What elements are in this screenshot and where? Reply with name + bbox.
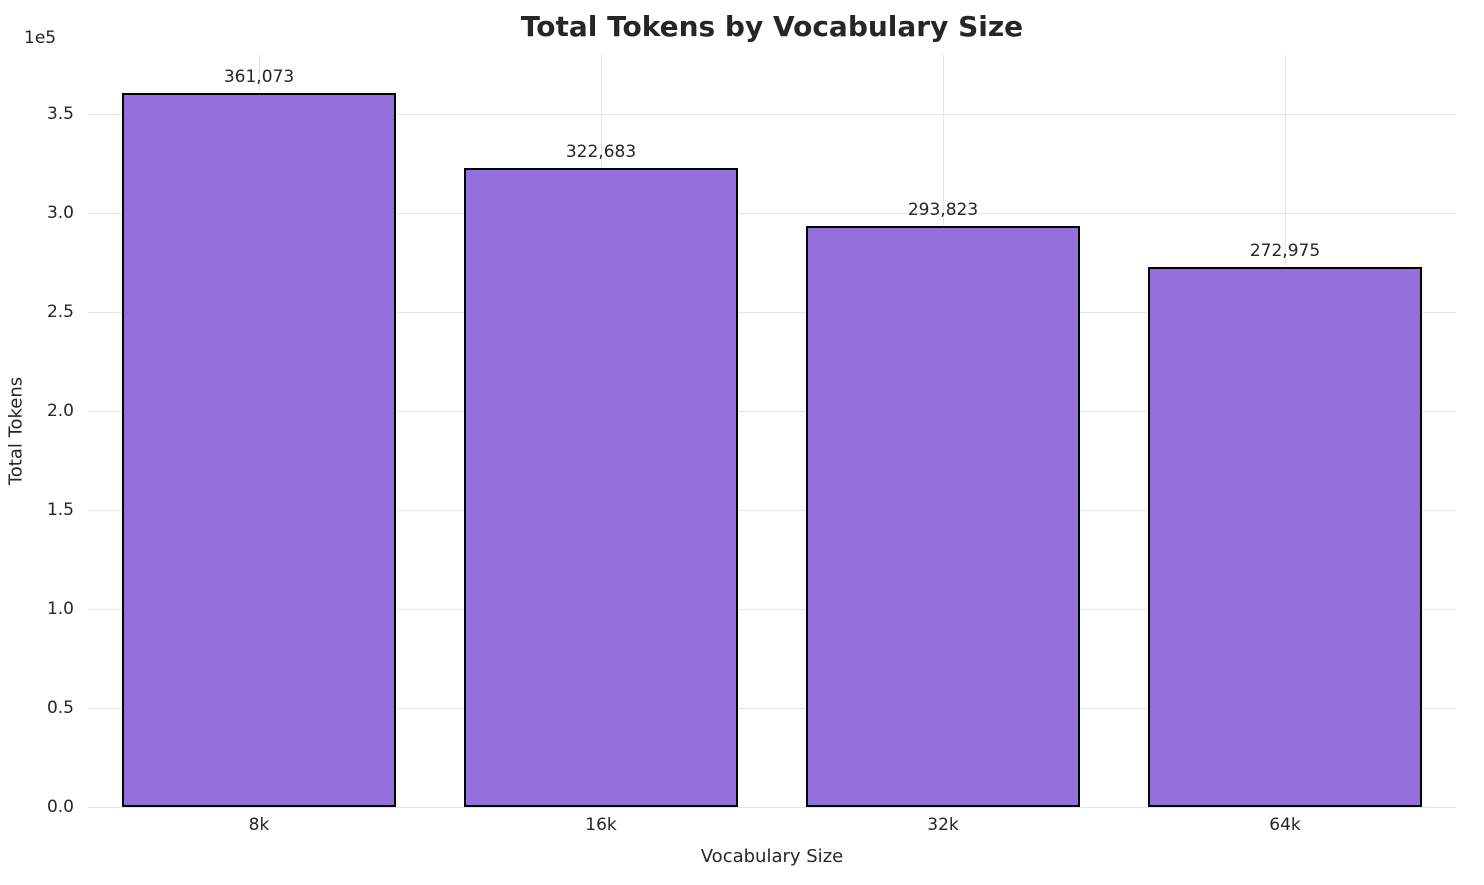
x-tick-label: 16k: [585, 815, 617, 835]
y-tick-label: 3.0: [46, 203, 74, 224]
y-tick-label: 2.0: [46, 401, 74, 422]
bar-value-label: 293,823: [907, 199, 979, 220]
y-tick-label: 0.5: [46, 698, 74, 719]
bar-value-label: 272,975: [1249, 240, 1321, 261]
y-tick-label: 2.5: [46, 302, 74, 323]
chart-title: Total Tokens by Vocabulary Size: [520, 10, 1024, 43]
plot-area: 361,073 322,683 293,823 272,975: [88, 55, 1456, 808]
y-tick-label: 1.5: [46, 500, 74, 521]
h-gridline: [88, 708, 1456, 710]
y-tick-label: 1.0: [46, 599, 74, 620]
h-gridline: [88, 807, 1456, 808]
h-gridline: [88, 510, 1456, 512]
y-axis-offset-text: 1e5: [24, 28, 57, 48]
bar-value-label: 322,683: [565, 142, 637, 163]
h-gridline: [88, 312, 1456, 314]
x-tick-label: 32k: [927, 815, 959, 835]
h-gridline: [88, 213, 1456, 215]
x-axis-label: Vocabulary Size: [700, 846, 844, 867]
bar-value-label: 361,073: [223, 66, 295, 87]
bar: [464, 168, 738, 807]
bar: [806, 225, 1080, 807]
h-gridline: [88, 114, 1456, 116]
h-gridline: [88, 411, 1456, 413]
y-tick-label: 0.0: [46, 797, 74, 817]
x-tick-label: 8k: [248, 815, 270, 835]
h-gridline: [88, 609, 1456, 611]
y-axis-label: Total Tokens: [5, 376, 27, 486]
x-tick-label: 64k: [1269, 815, 1301, 835]
bar: [1148, 266, 1422, 807]
y-tick-label: 3.5: [46, 104, 74, 125]
bar: [122, 92, 396, 807]
